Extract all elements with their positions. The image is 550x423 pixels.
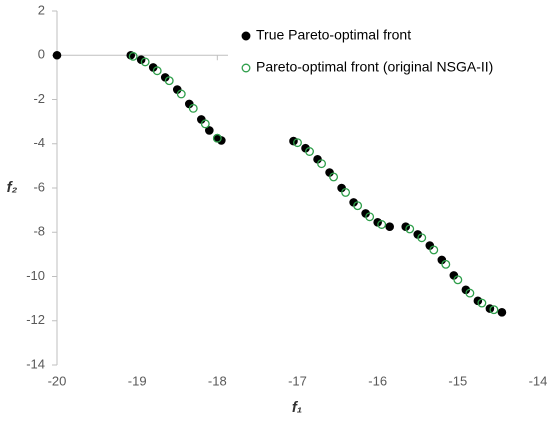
legend-label: Pareto-optimal front (original NSGA-II) [256,59,493,75]
x-axis-title: f₁ [292,399,302,416]
y-axis-title: f₂ [7,179,18,196]
x-tick-label: -15 [448,373,467,388]
point [497,308,507,317]
legend-marker [241,63,251,73]
point [385,222,394,232]
x-tick-label: -17 [288,373,307,388]
point [429,245,439,255]
point [405,224,415,234]
point [128,51,138,61]
point [188,103,198,113]
point [417,233,427,243]
point [329,172,339,182]
point [441,259,451,269]
y-tick-label: -10 [26,268,45,283]
x-tick-label: -20 [48,373,67,388]
y-tick-label: -6 [33,179,45,194]
legend-box [228,20,548,82]
point [477,298,487,308]
point [317,159,326,169]
point [152,66,162,76]
point [212,133,222,143]
x-tick-label: -14 [529,373,548,388]
y-tick-label: -12 [26,312,45,327]
point [365,212,375,222]
y-tick-label: -2 [33,91,45,106]
point [164,76,174,86]
point [465,288,475,298]
x-tick-label: -18 [208,373,227,388]
x-tick-label: -19 [128,373,147,388]
point [341,187,351,197]
legend-label: True Pareto-optimal front [256,27,411,43]
point [205,126,214,135]
point [489,305,499,315]
y-tick-label: 0 [38,47,45,62]
x-tick-label: -16 [368,373,387,388]
legend-marker [241,31,251,41]
point [140,57,150,67]
point [293,138,302,148]
y-tick-label: 2 [38,2,45,17]
y-tick-label: -14 [26,356,45,371]
point [305,147,314,156]
point [453,275,463,285]
point [200,119,210,129]
point [52,50,62,60]
y-tick-label: -4 [33,135,45,150]
point [377,220,387,229]
point [353,201,363,211]
y-tick-label: -8 [33,224,45,239]
point [176,89,186,99]
